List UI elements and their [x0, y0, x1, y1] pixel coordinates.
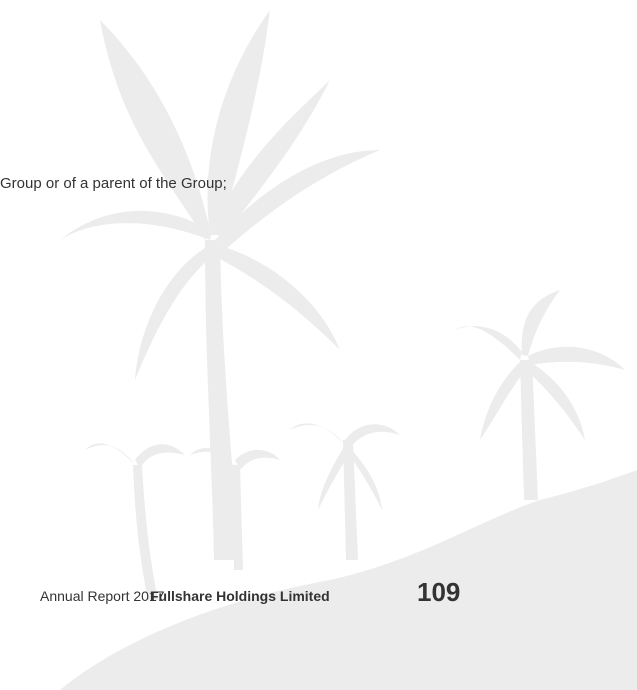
page-number: 109	[417, 577, 460, 608]
palm-background	[0, 0, 637, 690]
body-text: Group or of a parent of the Group;	[0, 175, 227, 192]
footer-company: Fullshare Holdings Limited	[150, 588, 330, 604]
footer-report: Annual Report 2017	[40, 588, 165, 604]
page: Group or of a parent of the Group; Annua…	[0, 0, 637, 690]
